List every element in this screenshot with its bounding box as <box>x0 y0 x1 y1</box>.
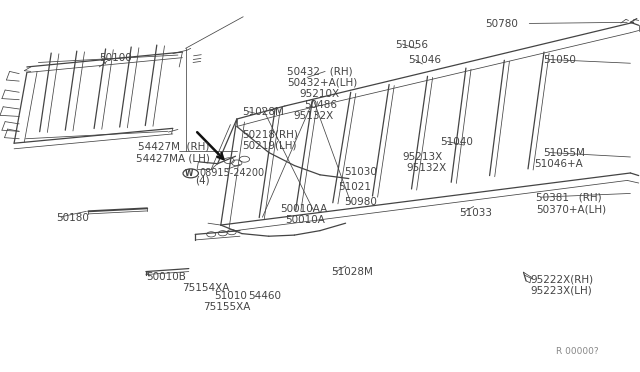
Text: 95213X: 95213X <box>402 152 442 162</box>
Text: W: W <box>184 169 193 178</box>
Text: 95222X(RH): 95222X(RH) <box>530 275 593 285</box>
Text: 51021: 51021 <box>338 182 371 192</box>
Text: 50381   (RH): 50381 (RH) <box>536 193 602 203</box>
Text: 51028M: 51028M <box>332 267 373 277</box>
Text: 50218(RH): 50218(RH) <box>242 130 298 140</box>
Text: 50432+A(LH): 50432+A(LH) <box>287 78 357 87</box>
Text: 51046+A: 51046+A <box>534 160 583 169</box>
Text: 75154XA: 75154XA <box>182 283 230 293</box>
Text: 51028M: 51028M <box>242 108 284 117</box>
Text: 50010A: 50010A <box>285 215 324 225</box>
Text: 50980: 50980 <box>344 197 377 206</box>
Text: 51056: 51056 <box>396 41 429 50</box>
Text: 95223X(LH): 95223X(LH) <box>530 286 591 296</box>
Text: 08915-24200: 08915-24200 <box>200 169 265 178</box>
Text: 54427MA (LH): 54427MA (LH) <box>136 153 210 163</box>
Text: 50780: 50780 <box>485 19 518 29</box>
Text: 51030: 51030 <box>344 167 377 177</box>
Text: 54460: 54460 <box>248 291 282 301</box>
Text: 50010B: 50010B <box>146 272 186 282</box>
Text: 95132X: 95132X <box>293 111 333 121</box>
Text: 50010AA: 50010AA <box>280 204 328 214</box>
Text: 51050: 51050 <box>543 55 575 65</box>
Text: (4): (4) <box>195 176 210 185</box>
Text: 51055M: 51055M <box>543 148 584 158</box>
Text: 95210X: 95210X <box>300 89 340 99</box>
Text: 54427M  (RH): 54427M (RH) <box>138 142 209 152</box>
Text: 51010: 51010 <box>214 291 247 301</box>
Text: 75155XA: 75155XA <box>204 302 251 312</box>
Text: 50432   (RH): 50432 (RH) <box>287 67 353 76</box>
Text: 51046: 51046 <box>408 55 442 65</box>
Text: R 00000?: R 00000? <box>556 347 598 356</box>
Text: 50370+A(LH): 50370+A(LH) <box>536 204 607 214</box>
Text: 95132X: 95132X <box>406 163 447 173</box>
Text: 51040: 51040 <box>440 137 473 147</box>
Text: 50180: 50180 <box>56 213 89 222</box>
Text: 50100: 50100 <box>99 53 132 62</box>
Text: 50486: 50486 <box>304 100 337 110</box>
Text: 50219(LH): 50219(LH) <box>242 141 296 151</box>
Text: 51033: 51033 <box>460 208 493 218</box>
